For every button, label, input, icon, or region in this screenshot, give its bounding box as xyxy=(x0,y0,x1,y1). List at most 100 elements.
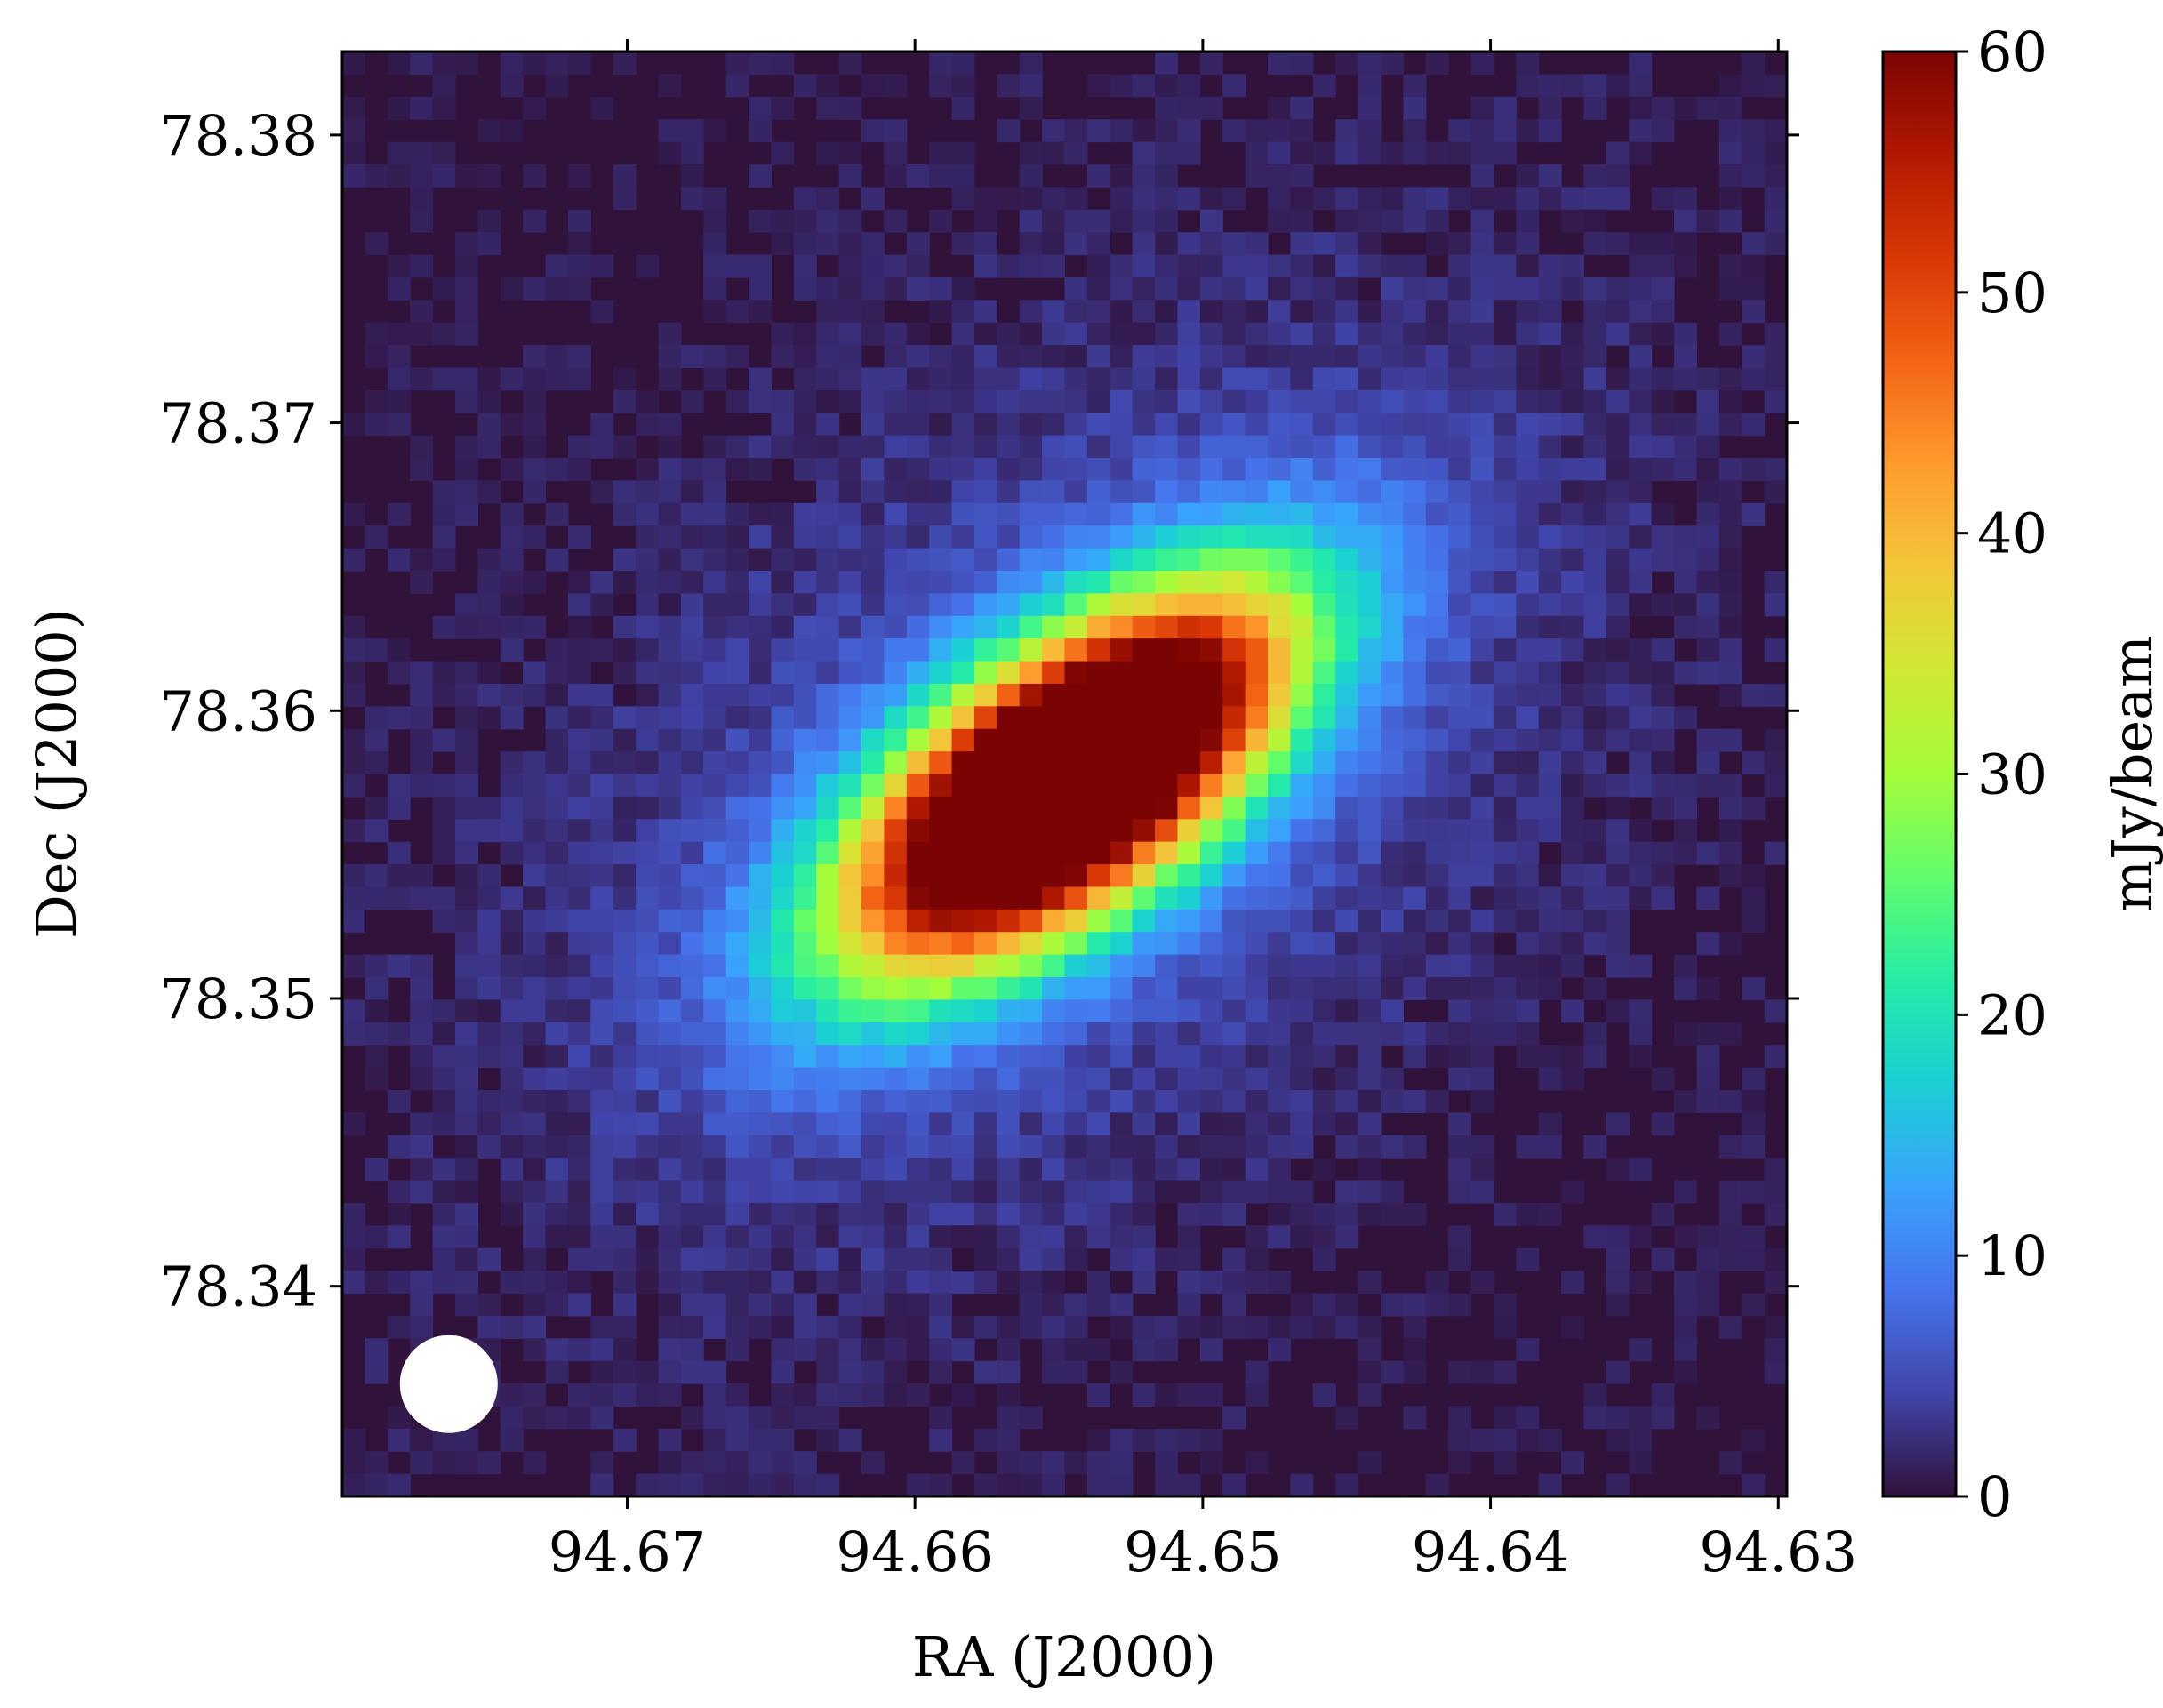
heatmap-cell xyxy=(1042,1135,1066,1159)
heatmap-cell xyxy=(1268,96,1292,120)
heatmap-cell xyxy=(1064,548,1088,572)
heatmap-cell xyxy=(432,683,456,707)
heatmap-cell xyxy=(1561,74,1585,98)
heatmap-cell xyxy=(1516,1022,1540,1046)
heatmap-cell xyxy=(1268,1089,1292,1113)
heatmap-cell xyxy=(884,1225,908,1249)
heatmap-cell xyxy=(951,1135,975,1159)
heatmap-cell xyxy=(1358,683,1382,707)
heatmap-cell xyxy=(613,480,637,504)
heatmap-cell xyxy=(1358,819,1382,843)
heatmap-cell xyxy=(951,345,975,369)
heatmap-cell xyxy=(1042,502,1066,526)
heatmap-cell xyxy=(1199,389,1223,413)
heatmap-cell xyxy=(680,480,704,504)
heatmap-cell xyxy=(1425,706,1449,730)
heatmap-cell xyxy=(1064,841,1088,865)
heatmap-cell xyxy=(1155,1428,1179,1452)
heatmap-cell xyxy=(1358,232,1382,256)
heatmap-cell xyxy=(1425,661,1449,685)
heatmap-cell xyxy=(793,1202,817,1226)
heatmap-cell xyxy=(1403,435,1427,459)
heatmap-cell xyxy=(951,706,975,730)
heatmap-cell xyxy=(749,1247,773,1271)
heatmap-cell xyxy=(342,548,365,572)
heatmap-cell xyxy=(816,593,840,617)
heatmap-cell xyxy=(1629,389,1653,413)
heatmap-cell xyxy=(454,1451,478,1475)
heatmap-cell xyxy=(703,1383,727,1407)
heatmap-cell xyxy=(658,1271,682,1295)
heatmap-cell xyxy=(454,52,478,75)
heatmap-cell xyxy=(749,254,773,278)
heatmap-cell xyxy=(816,774,840,798)
heatmap-cell xyxy=(1629,864,1653,888)
heatmap-cell xyxy=(1403,638,1427,662)
heatmap-cell xyxy=(793,1293,817,1317)
heatmap-cell xyxy=(951,841,975,865)
heatmap-cell xyxy=(1086,841,1110,865)
heatmap-cell xyxy=(1086,413,1110,437)
heatmap-cell xyxy=(1403,548,1427,572)
heatmap-cell xyxy=(884,841,908,865)
heatmap-cell xyxy=(1335,119,1359,143)
heatmap-cell xyxy=(1290,96,1314,120)
heatmap-cell xyxy=(1448,570,1472,594)
heatmap-cell xyxy=(1470,435,1494,459)
heatmap-cell xyxy=(1064,367,1088,391)
heatmap-cell xyxy=(1064,322,1088,346)
heatmap-cell xyxy=(1177,1315,1201,1339)
heatmap-cell xyxy=(816,864,840,888)
heatmap-cell xyxy=(1380,1360,1404,1384)
heatmap-cell xyxy=(1561,480,1585,504)
heatmap-cell xyxy=(884,164,908,188)
heatmap-cell xyxy=(613,728,637,752)
heatmap-cell xyxy=(1561,886,1585,910)
heatmap-cell xyxy=(838,458,862,482)
heatmap-cell xyxy=(567,886,591,910)
heatmap-cell xyxy=(1606,999,1630,1023)
heatmap-cell xyxy=(1718,1022,1742,1046)
heatmap-cell xyxy=(1516,254,1540,278)
heatmap-cell xyxy=(1222,1112,1246,1136)
heatmap-cell xyxy=(1110,1112,1134,1136)
heatmap-cell xyxy=(1651,1247,1675,1271)
heatmap-cell xyxy=(567,209,591,233)
heatmap-cell xyxy=(1425,615,1449,639)
heatmap-cell xyxy=(1199,525,1223,549)
heatmap-cell xyxy=(342,886,365,910)
heatmap-cell xyxy=(1110,615,1134,639)
heatmap-cell xyxy=(1199,615,1223,639)
heatmap-cell xyxy=(1335,796,1359,820)
heatmap-cell xyxy=(410,999,434,1023)
heatmap-cell xyxy=(838,300,862,324)
heatmap-cell xyxy=(454,909,478,933)
heatmap-cell xyxy=(1493,909,1517,933)
heatmap-cell xyxy=(680,819,704,843)
heatmap-cell xyxy=(477,706,501,730)
heatmap-cell xyxy=(725,886,749,910)
heatmap-cell xyxy=(1199,277,1223,301)
heatmap-cell xyxy=(1019,683,1043,707)
heatmap-cell xyxy=(1245,322,1269,346)
heatmap-cell xyxy=(1177,1022,1201,1046)
heatmap-cell xyxy=(1132,1247,1156,1271)
heatmap-cell xyxy=(973,593,997,617)
heatmap-cell xyxy=(590,1360,614,1384)
heatmap-cell xyxy=(1583,1135,1607,1159)
heatmap-cell xyxy=(1629,728,1653,752)
heatmap-cell xyxy=(1155,1473,1179,1497)
heatmap-cell xyxy=(567,570,591,594)
heatmap-cell xyxy=(454,502,478,526)
heatmap-cell xyxy=(342,141,365,165)
heatmap-cell xyxy=(861,1338,885,1362)
heatmap-cell xyxy=(613,164,637,188)
heatmap-cell xyxy=(1222,458,1246,482)
heatmap-cell xyxy=(523,999,547,1023)
heatmap-cell xyxy=(523,864,547,888)
heatmap-cell xyxy=(545,1089,569,1113)
heatmap-cell xyxy=(590,999,614,1023)
heatmap-cell xyxy=(1493,141,1517,165)
heatmap-cell xyxy=(951,661,975,685)
heatmap-cell xyxy=(454,886,478,910)
